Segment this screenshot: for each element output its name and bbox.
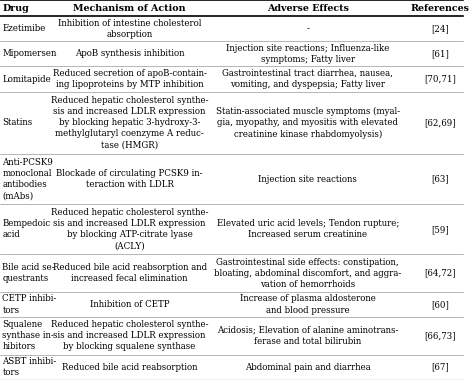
Text: Injection site reactions: Injection site reactions [258, 175, 357, 184]
Text: Injection site reactions; Influenza-like
symptoms; Fatty liver: Injection site reactions; Influenza-like… [226, 44, 390, 64]
Text: Reduced hepatic cholesterol synthe-
sis and increased LDLR expression
by blockin: Reduced hepatic cholesterol synthe- sis … [51, 320, 209, 352]
Text: Inhibition of intestine cholesterol
absorption: Inhibition of intestine cholesterol abso… [58, 19, 201, 39]
Text: Abdominal pain and diarrhea: Abdominal pain and diarrhea [245, 363, 371, 372]
Text: Blockade of circulating PCSK9 in-
teraction with LDLR: Blockade of circulating PCSK9 in- teract… [56, 169, 203, 189]
Text: [59]: [59] [431, 225, 448, 234]
Text: Reduced secretion of apoB-contain-
ing lipoproteins by MTP inhibition: Reduced secretion of apoB-contain- ing l… [53, 69, 207, 89]
Text: [64,72]: [64,72] [424, 269, 456, 278]
Text: Anti-PCSK9
monoclonal
antibodies
(mAbs): Anti-PCSK9 monoclonal antibodies (mAbs) [2, 158, 53, 200]
Text: Acidosis; Elevation of alanine aminotrans-
ferase and total bilirubin: Acidosis; Elevation of alanine aminotran… [217, 326, 399, 346]
Text: [24]: [24] [431, 24, 448, 33]
Text: -: - [306, 24, 309, 33]
Text: Squalene
synthase in-
hibitors: Squalene synthase in- hibitors [2, 320, 54, 352]
Text: Reduced hepatic cholesterol synthe-
sis and increased LDLR expression
by blockin: Reduced hepatic cholesterol synthe- sis … [51, 208, 209, 250]
Text: References: References [410, 4, 469, 13]
Text: Inhibition of CETP: Inhibition of CETP [90, 300, 169, 309]
Text: [66,73]: [66,73] [424, 331, 456, 340]
Text: Gastrointestinal tract diarrhea, nausea,
vomiting, and dyspepsia; Fatty liver: Gastrointestinal tract diarrhea, nausea,… [222, 69, 393, 89]
Text: ApoB synthesis inhibition: ApoB synthesis inhibition [75, 49, 184, 59]
Text: Statins: Statins [2, 118, 33, 127]
Text: Ezetimibe: Ezetimibe [2, 24, 46, 33]
Text: Lomitapide: Lomitapide [2, 74, 51, 84]
Text: Statin-associated muscle symptoms (myal-
gia, myopathy, and myositis with elevat: Statin-associated muscle symptoms (myal-… [216, 107, 400, 139]
Text: Bile acid se-
questrants: Bile acid se- questrants [2, 263, 55, 283]
Text: Gastrointestinal side effects: constipation,
bloating, abdominal discomfort, and: Gastrointestinal side effects: constipat… [214, 258, 401, 289]
Text: [67]: [67] [431, 363, 448, 372]
Text: Mechanism of Action: Mechanism of Action [73, 4, 186, 13]
Text: [60]: [60] [431, 300, 449, 309]
Text: Reduced bile acid reabsorption and
increased fecal elimination: Reduced bile acid reabsorption and incre… [53, 263, 207, 283]
Text: CETP inhibi-
tors: CETP inhibi- tors [2, 294, 56, 315]
Text: [70,71]: [70,71] [424, 74, 456, 84]
Text: [61]: [61] [431, 49, 449, 59]
Text: Drug: Drug [2, 4, 29, 13]
Text: Elevated uric acid levels; Tendon rupture;
Increased serum creatinine: Elevated uric acid levels; Tendon ruptur… [217, 219, 399, 239]
Text: Adverse Effects: Adverse Effects [267, 4, 349, 13]
Text: Bempedoic
acid: Bempedoic acid [2, 219, 50, 239]
Text: Mipomersen: Mipomersen [2, 49, 57, 59]
Text: [63]: [63] [431, 175, 448, 184]
Text: Increase of plasma aldosterone
and blood pressure: Increase of plasma aldosterone and blood… [240, 294, 376, 315]
Text: [62,69]: [62,69] [424, 118, 456, 127]
Text: ASBT inhibi-
tors: ASBT inhibi- tors [2, 357, 56, 377]
Text: Reduced hepatic cholesterol synthe-
sis and increased LDLR expression
by blockin: Reduced hepatic cholesterol synthe- sis … [51, 96, 209, 150]
Text: Reduced bile acid reabsorption: Reduced bile acid reabsorption [62, 363, 197, 372]
